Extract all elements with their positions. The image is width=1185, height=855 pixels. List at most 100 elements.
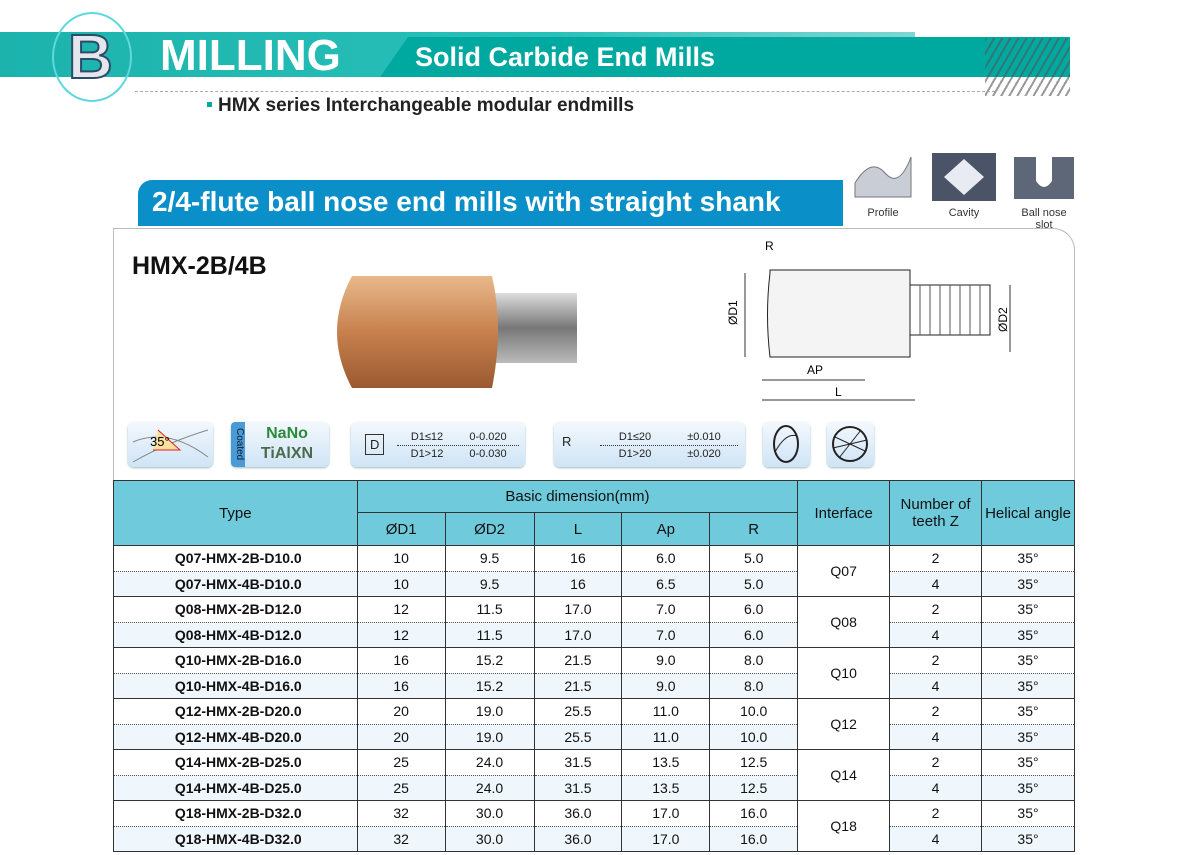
subtitle-band [380, 37, 1070, 77]
cell-type: Q07-HMX-4B-D10.0 [113, 571, 358, 597]
cell-r: 5.0 [709, 571, 799, 597]
cell-l: 17.0 [533, 596, 623, 623]
cell-ap: 11.0 [621, 698, 711, 725]
cell-d2: 30.0 [444, 826, 535, 852]
cell-helical: 35° [981, 622, 1075, 648]
table-row: Q12-HMX-2B-D20.0 20 19.0 25.5 11.0 10.0 Q12 2 35… [113, 698, 1075, 750]
cell-d2: 30.0 [444, 800, 535, 827]
cell-helical: 35° [981, 698, 1075, 725]
cell-d2: 15.2 [444, 673, 535, 699]
cell-type: Q18-HMX-2B-D32.0 [113, 800, 358, 827]
cell-d2: 9.5 [444, 545, 535, 572]
cell-d1: 16 [356, 647, 446, 674]
cell-interface: Q18 [797, 800, 891, 852]
cell-teeth: 4 [889, 826, 983, 852]
cell-d2: 11.5 [444, 622, 535, 648]
d1-label: ØD1 [726, 300, 740, 325]
cell-ap: 7.0 [621, 622, 711, 648]
cavity-icon [932, 153, 996, 201]
bullet [207, 102, 212, 107]
cell-r: 8.0 [709, 673, 799, 699]
table-row: Q18-HMX-4B-D32.0 32 30.0 36.0 17.0 16.0 4 35° [113, 826, 1075, 852]
cell-d2: 19.0 [444, 724, 535, 750]
coating-badge: Coated NaNo TiAlXN [231, 422, 329, 467]
cell-teeth: 4 [889, 673, 983, 699]
helix-icon: 35° [132, 429, 209, 463]
tol-value: ±0.010 [687, 431, 721, 443]
cell-helical: 35° [981, 571, 1075, 597]
product-photo [337, 276, 577, 388]
col-basic-dimension: Basic dimension(mm) [356, 480, 799, 513]
series-title: HMX series Interchangeable modular endmi… [218, 95, 635, 116]
d2-label: ØD2 [996, 307, 1010, 332]
cell-r: 12.5 [709, 749, 799, 776]
cell-d2: 11.5 [444, 596, 535, 623]
cell-d1: 20 [356, 724, 446, 750]
chapter-circle [52, 12, 132, 102]
cell-helical: 35° [981, 775, 1075, 801]
cell-type: Q14-HMX-4B-D25.0 [113, 775, 358, 801]
cell-ap: 6.5 [621, 571, 711, 597]
helix-label: 35° [150, 434, 170, 449]
cell-helical: 35° [981, 596, 1075, 623]
table-row: Q07-HMX-4B-D10.0 10 9.5 16 6.5 5.0 4 35° [113, 571, 1075, 597]
cell-d2: 19.0 [444, 698, 535, 725]
cell-type: Q10-HMX-4B-D16.0 [113, 673, 358, 699]
cell-ap: 6.0 [621, 545, 711, 572]
cell-r: 16.0 [709, 800, 799, 827]
cell-r: 16.0 [709, 826, 799, 852]
cell-type: Q12-HMX-4B-D20.0 [113, 724, 358, 750]
l-label: L [835, 385, 842, 399]
cell-d1: 32 [356, 826, 446, 852]
table-row: Q07-HMX-2B-D10.0 10 9.5 16 6.0 5.0 Q07 2 35° [113, 545, 1075, 597]
col-l: L [533, 512, 623, 546]
tol-cond: D1>20 [618, 448, 652, 460]
cell-d1: 10 [356, 545, 446, 572]
cell-interface: Q08 [797, 596, 891, 648]
cell-ap: 13.5 [621, 749, 711, 776]
cell-l: 17.0 [533, 622, 623, 648]
nano-label: NaNo [266, 425, 308, 442]
divider [135, 91, 995, 92]
cell-l: 31.5 [533, 775, 623, 801]
col-ap: Ap [621, 512, 711, 546]
cell-teeth: 2 [889, 545, 983, 572]
cell-helical: 35° [981, 826, 1075, 852]
col-teeth: Number of teeth Z [889, 480, 983, 546]
cell-l: 25.5 [533, 698, 623, 725]
four-flute-badge [827, 422, 874, 467]
cell-d1: 25 [356, 749, 446, 776]
r-label: R [765, 240, 774, 253]
application-ball-nose-slot: Ball nose slot [1012, 153, 1076, 231]
cell-r: 10.0 [709, 698, 799, 725]
cell-ap: 11.0 [621, 724, 711, 750]
tol-cond: D1>12 [410, 448, 444, 460]
application-cavity: Cavity [932, 153, 996, 219]
col-d2: ØD2 [444, 512, 535, 546]
table-row: Q18-HMX-2B-D32.0 32 30.0 36.0 17.0 16.0 Q18 2 35… [113, 800, 1075, 852]
helix-angle-badge: 35° [128, 422, 213, 467]
product-panel [113, 228, 1075, 488]
table-row: Q10-HMX-4B-D16.0 16 15.2 21.5 9.0 8.0 4 35° [113, 673, 1075, 699]
cell-r: 12.5 [709, 775, 799, 801]
col-interface: Interface [797, 480, 891, 546]
cell-helical: 35° [981, 724, 1075, 750]
col-d1: ØD1 [356, 512, 446, 546]
table-row: Q08-HMX-2B-D12.0 12 11.5 17.0 7.0 6.0 Q08 2 35° [113, 596, 1075, 648]
cell-teeth: 2 [889, 596, 983, 623]
cell-helical: 35° [981, 647, 1075, 674]
col-helical: Helical angle [981, 480, 1075, 546]
table-row: Q14-HMX-4B-D25.0 25 24.0 31.5 13.5 12.5 4 35° [113, 775, 1075, 801]
cell-d1: 12 [356, 596, 446, 623]
cell-teeth: 2 [889, 647, 983, 674]
two-flute-badge [763, 422, 810, 467]
cell-interface: Q10 [797, 647, 891, 699]
radius-tolerance-badge: R D1≤20 ±0.010 D1>20 ±0.020 [554, 422, 745, 467]
cell-d2: 24.0 [444, 749, 535, 776]
cell-type: Q08-HMX-4B-D12.0 [113, 622, 358, 648]
ball-nose-slot-icon [1014, 157, 1074, 199]
application-label: Cavity [948, 207, 980, 219]
cell-type: Q14-HMX-2B-D25.0 [113, 749, 358, 776]
cell-type: Q10-HMX-2B-D16.0 [113, 647, 358, 674]
cell-d2: 24.0 [444, 775, 535, 801]
